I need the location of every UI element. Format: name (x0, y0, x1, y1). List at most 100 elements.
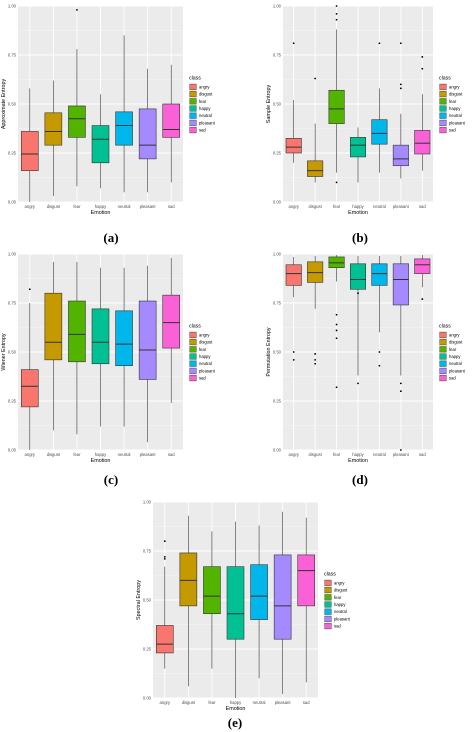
y-axis-title: Spectral Entropy (136, 580, 142, 620)
legend-swatch-sad (439, 375, 447, 382)
x-tick-label: neutral (373, 204, 386, 209)
figure-caption: (a) (103, 230, 118, 245)
box-disgust (307, 255, 324, 365)
legend-swatch-fear (189, 98, 197, 105)
y-tick-label: 0.75 (143, 548, 152, 553)
legend-title: class (189, 323, 201, 329)
outlier-point (335, 386, 338, 389)
box-body (349, 263, 367, 290)
box-body (91, 308, 110, 365)
outlier-point (357, 292, 359, 295)
outlier-point (163, 557, 166, 560)
x-tick-label: angry (288, 204, 299, 209)
legend-swatch-neutral (324, 608, 332, 615)
legend-label: pleasant (199, 120, 216, 125)
legend-swatch-sad (189, 127, 197, 134)
box-body (162, 294, 181, 349)
legend-swatch-disgust (439, 91, 447, 98)
legend-label: disgust (199, 92, 213, 97)
box-sad (414, 254, 431, 300)
x-tick-label: happy (95, 452, 107, 457)
outlier-point (378, 364, 381, 367)
legend-title: class (439, 323, 451, 329)
y-tick-label: 0.00 (273, 447, 282, 452)
x-axis-title: Emotion (348, 458, 368, 464)
y-tick-label: 0.00 (273, 199, 282, 204)
x-tick-label: angry (25, 452, 36, 457)
legend-label: disgust (199, 340, 213, 345)
legend-title: class (439, 75, 451, 81)
box-fear (68, 261, 86, 435)
legend-label: sad (334, 624, 341, 629)
box-body (44, 292, 63, 361)
legend-swatch-angry (189, 331, 197, 338)
box-body (20, 369, 39, 408)
box-body (156, 625, 174, 654)
box-body (138, 300, 157, 380)
box-body (371, 263, 388, 286)
y-tick-label: 0.75 (8, 52, 17, 57)
x-tick-label: happy (95, 204, 107, 209)
box-body (392, 263, 409, 306)
legend-swatch-sad (324, 623, 332, 630)
x-tick-label: disgust (309, 452, 323, 457)
chart-panel-1: 0.00 0.25 0.50 0.75 1.00 angry disgust fear happ… (1, 3, 216, 245)
outlier-point (335, 12, 338, 15)
y-tick-label: 0.50 (8, 101, 17, 106)
box-neutral (250, 525, 268, 679)
legend-label: fear (449, 347, 457, 352)
legend-swatch-pleasant (439, 367, 447, 374)
box-body (179, 552, 198, 607)
x-tick-label: pleasant (275, 700, 292, 705)
legend-label: angry (449, 332, 460, 337)
legend-title: class (189, 75, 201, 81)
legend-label: disgust (334, 588, 348, 593)
legend-swatch-disgust (324, 587, 332, 594)
y-tick-label: 0.25 (273, 150, 282, 155)
box-body (414, 258, 431, 274)
legend-label: angry (199, 332, 210, 337)
y-tick-label: 0.25 (8, 150, 17, 155)
legend-swatch-disgust (189, 339, 197, 346)
x-tick-label: sad (419, 204, 426, 209)
legend-swatch-disgust (439, 339, 447, 346)
box-fear (328, 5, 345, 184)
legend-label: neutral (449, 113, 462, 118)
figure-caption: (d) (352, 472, 368, 487)
legend: class angry disgust fear happy neutral pleasan… (439, 75, 466, 134)
box-neutral (371, 255, 388, 367)
outlier-point (163, 555, 166, 558)
legend: class angry disgust fear happy neutral pleasan… (189, 323, 216, 382)
outlier-point (421, 298, 424, 300)
outlier-point (292, 351, 295, 353)
box-fear (68, 9, 86, 187)
box-angry (20, 88, 39, 202)
legend-label: happy (199, 106, 211, 111)
outlier-point (314, 353, 317, 355)
y-tick-label: 0.50 (143, 597, 152, 602)
outlier-point (421, 67, 424, 70)
box-body (226, 566, 245, 640)
box-body (349, 137, 367, 158)
y-tick-label: 0.50 (8, 349, 17, 354)
box-body (285, 264, 302, 286)
box-disgust (179, 515, 198, 687)
outlier-point (28, 288, 31, 291)
legend-label: fear (449, 99, 457, 104)
outlier-point (335, 18, 338, 21)
y-tick-label: 0.25 (273, 398, 282, 403)
y-axis-title: Sample Entropy (266, 85, 272, 124)
box-body (44, 112, 63, 146)
box-body (20, 131, 39, 171)
legend-swatch-fear (439, 346, 447, 353)
x-tick-label: fear (333, 204, 341, 209)
legend-swatch-neutral (439, 112, 447, 119)
box-angry (20, 288, 39, 450)
legend-label: angry (199, 84, 210, 89)
box-pleasant (392, 42, 409, 179)
legend-label: angry (449, 84, 460, 89)
legend-swatch-sad (439, 127, 447, 134)
box-body (68, 300, 86, 363)
x-tick-label: happy (352, 204, 364, 209)
box-pleasant (392, 255, 409, 451)
